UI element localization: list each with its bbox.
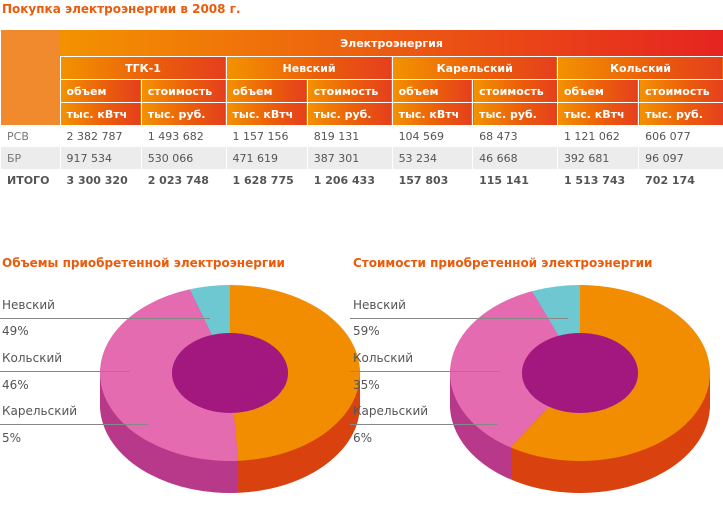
table-cell: 2 382 787 [59,125,142,147]
slice-Кольский [99,289,239,461]
leader-line [350,424,498,425]
table-corner [0,30,60,125]
company-header: Кольский [556,56,723,80]
legend-label: Карельский [2,404,78,418]
legend-label: Карельский [353,404,429,418]
leader-line [0,371,130,372]
volume-header: объем [59,79,142,103]
value-label: 59% [353,324,380,338]
table-cell: 702 174 [638,169,723,191]
table-cell: 2 023 748 [140,169,227,191]
table-cell: 392 681 [556,147,639,169]
unit-header: тыс. кВтч [225,102,308,125]
purchase-table: Электроэнергия ТГК-1 Невский Карельский … [0,30,723,191]
leader-line [350,318,568,319]
legend-label: Невский [2,298,55,312]
cost-header: стоимость [638,79,723,103]
page-title: Покупка электроэнергии в 2008 г. [2,2,241,16]
value-label: 46% [2,378,29,392]
table-cell: 68 473 [472,125,558,147]
table-cell: 1 628 775 [225,169,308,191]
table-cell: 53 234 [391,147,473,169]
chart-title: Объемы приобретенной электроэнергии [2,256,285,270]
donut-chart-cost [449,285,710,493]
unit-header: тыс. руб. [472,102,558,125]
group-header: Электроэнергия [60,30,723,57]
unit-header: тыс. кВтч [59,102,142,125]
slice-Кольский [450,291,559,448]
table-cell: 1 513 743 [556,169,639,191]
legend-label: Кольский [2,351,63,365]
table-row: РСВ 2 382 787 1 493 682 1 157 156 819 13… [0,125,723,147]
value-label: 5% [2,431,22,445]
table-row: БР 917 534 530 066 471 619 387 301 53 23… [0,147,723,169]
value-label: 49% [2,324,29,338]
table-cell: 819 131 [306,125,393,147]
table-cell: 606 077 [638,125,723,147]
table-cell: 96 097 [638,147,723,169]
table-cell: 115 141 [472,169,558,191]
table-cell: 1 157 156 [225,125,308,147]
table-cell: 530 066 [140,147,227,169]
legend-label: Невский [353,298,406,312]
donut-hole [522,333,638,413]
row-label: БР [0,147,60,169]
table-row-total: ИТОГО 3 300 320 2 023 748 1 628 775 1 20… [0,169,723,191]
table-cell: 387 301 [306,147,393,169]
company-header: Невский [225,56,393,80]
table-cell: 104 569 [391,125,473,147]
volume-header: объем [391,79,473,103]
unit-header: тыс. руб. [140,102,227,125]
table-cell: 917 534 [59,147,142,169]
slice-Невский [510,285,710,461]
slice-Карельский [532,285,580,336]
donut-hole [172,333,288,413]
slice-Невский [230,285,361,461]
table-cell: 1 493 682 [140,125,227,147]
slice-Карельский [189,285,230,335]
table-cell: 46 668 [472,147,558,169]
table-cell: 157 803 [391,169,473,191]
donut-chart-volume [99,285,361,493]
cost-header: стоимость [140,79,227,103]
unit-header: тыс. руб. [638,102,723,125]
leader-line [0,424,148,425]
value-label: 35% [353,378,380,392]
chart-title: Стоимости приобретенной электроэнергии [353,256,653,270]
volume-header: объем [556,79,639,103]
leader-line [350,371,500,372]
cost-header: стоимость [472,79,558,103]
row-label: РСВ [0,125,60,147]
company-header: ТГК-1 [59,56,227,80]
unit-header: тыс. кВтч [556,102,639,125]
leader-line [0,318,210,319]
company-header: Карельский [391,56,558,80]
unit-header: тыс. руб. [306,102,393,125]
table-cell: 1 206 433 [306,169,393,191]
table-cell: 1 121 062 [556,125,639,147]
volume-header: объем [225,79,308,103]
row-label: ИТОГО [0,169,60,191]
table-cell: 3 300 320 [59,169,142,191]
cost-header: стоимость [306,79,393,103]
value-label: 6% [353,431,373,445]
legend-label: Кольский [353,351,414,365]
table-cell: 471 619 [225,147,308,169]
unit-header: тыс. кВтч [391,102,473,125]
